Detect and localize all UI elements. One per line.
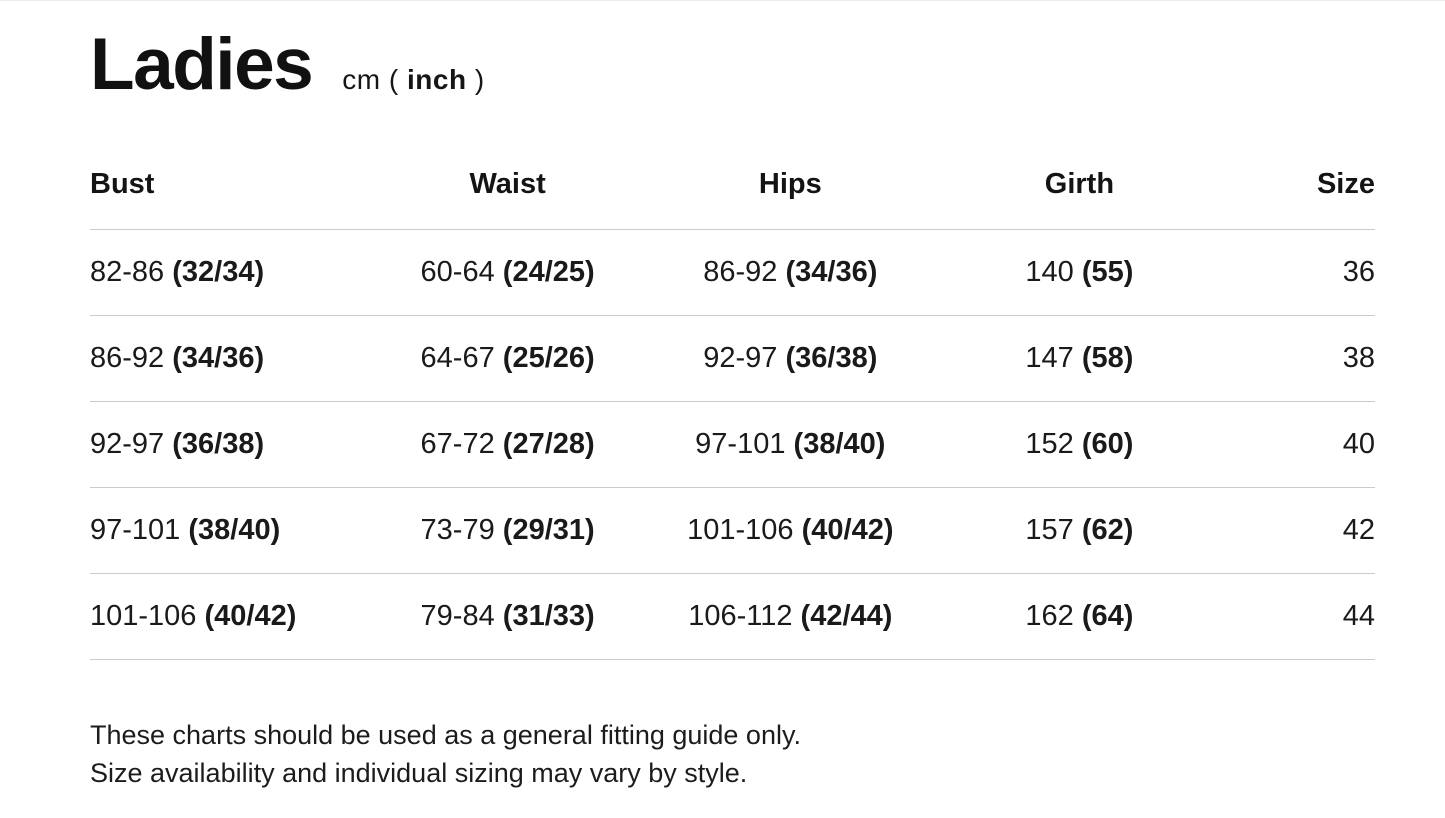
table-row: 92-97 (36/38) 67-72 (27/28) 97-101 (38/4… bbox=[90, 402, 1375, 488]
inch-value: (60) bbox=[1081, 427, 1134, 460]
inch-value: (40/42) bbox=[204, 599, 297, 632]
girth-cell: 162 (64) bbox=[925, 600, 1233, 633]
inch-value: (36/38) bbox=[172, 427, 265, 460]
cm-value: 64-67 bbox=[420, 341, 495, 374]
bust-cell: 82-86 (32/34) bbox=[90, 256, 360, 289]
cm-value: 97-101 bbox=[695, 427, 786, 460]
girth-cell: 140 (55) bbox=[925, 256, 1233, 289]
waist-cell: 73-79 (29/31) bbox=[360, 514, 656, 547]
girth-cell: 152 (60) bbox=[925, 428, 1233, 461]
bust-cell: 86-92 (34/36) bbox=[90, 342, 360, 375]
cm-value: 86-92 bbox=[90, 341, 165, 374]
inch-value: (25/26) bbox=[502, 341, 595, 374]
column-header-hips: Hips bbox=[758, 167, 822, 200]
hips-cell: 97-101 (38/40) bbox=[655, 428, 925, 461]
cm-value: 86-92 bbox=[703, 255, 778, 288]
inch-value: (58) bbox=[1081, 341, 1134, 374]
waist-cell: 64-67 (25/26) bbox=[360, 342, 656, 375]
cm-value: 157 bbox=[1025, 513, 1074, 546]
cm-value: 101-106 bbox=[90, 599, 197, 632]
cm-value: 152 bbox=[1025, 427, 1074, 460]
cm-value: 140 bbox=[1025, 255, 1074, 288]
hips-cell: 92-97 (36/38) bbox=[655, 342, 925, 375]
inch-value: (36/38) bbox=[785, 341, 878, 374]
table-row: 97-101 (38/40) 73-79 (29/31) 101-106 (40… bbox=[90, 488, 1375, 574]
cm-value: 82-86 bbox=[90, 255, 165, 288]
page-header: Ladies cm ( inch ) bbox=[90, 24, 1375, 105]
inch-value: (32/34) bbox=[172, 255, 265, 288]
bust-cell: 97-101 (38/40) bbox=[90, 514, 360, 547]
cm-value: 79-84 bbox=[420, 599, 495, 632]
bust-cell: 92-97 (36/38) bbox=[90, 428, 360, 461]
cm-value: 92-97 bbox=[703, 341, 778, 374]
inch-value: (34/36) bbox=[785, 255, 878, 288]
waist-cell: 67-72 (27/28) bbox=[360, 428, 656, 461]
size-cell: 36 bbox=[1342, 255, 1375, 288]
cm-value: 162 bbox=[1025, 599, 1074, 632]
inch-value: (55) bbox=[1081, 255, 1134, 288]
column-header-girth: Girth bbox=[1044, 167, 1115, 200]
inch-value: (24/25) bbox=[502, 255, 595, 288]
waist-cell: 79-84 (31/33) bbox=[360, 600, 656, 633]
inch-value: (64) bbox=[1081, 599, 1134, 632]
table-row: 82-86 (32/34) 60-64 (24/25) 86-92 (34/36… bbox=[90, 230, 1375, 316]
inch-value: (38/40) bbox=[793, 427, 886, 460]
cm-value: 73-79 bbox=[420, 513, 495, 546]
inch-value: (34/36) bbox=[172, 341, 265, 374]
note-line-2: Size availability and individual sizing … bbox=[90, 757, 748, 788]
inch-value: (31/33) bbox=[502, 599, 595, 632]
size-cell: 38 bbox=[1342, 341, 1375, 374]
table-header-row: Bust Waist Hips Girth Size bbox=[90, 168, 1375, 230]
cm-value: 101-106 bbox=[687, 513, 794, 546]
inch-value: (62) bbox=[1081, 513, 1134, 546]
page-title: Ladies bbox=[90, 24, 314, 105]
column-header-size: Size bbox=[1316, 167, 1375, 200]
girth-cell: 157 (62) bbox=[925, 514, 1233, 547]
inch-value: (42/44) bbox=[800, 599, 893, 632]
inch-value: (38/40) bbox=[188, 513, 281, 546]
waist-cell: 60-64 (24/25) bbox=[360, 256, 656, 289]
cm-value: 97-101 bbox=[90, 513, 181, 546]
size-guide-page: Ladies cm ( inch ) Bust Waist Hips Girth… bbox=[0, 1, 1445, 792]
column-header-bust: Bust bbox=[90, 167, 155, 200]
column-header-waist: Waist bbox=[469, 167, 546, 200]
size-cell: 42 bbox=[1342, 513, 1375, 546]
inch-value: (27/28) bbox=[502, 427, 595, 460]
size-cell: 40 bbox=[1342, 427, 1375, 460]
cm-value: 67-72 bbox=[420, 427, 495, 460]
cm-value: 92-97 bbox=[90, 427, 165, 460]
cm-value: 106-112 bbox=[688, 599, 793, 632]
footer-note: These charts should be used as a general… bbox=[90, 716, 1375, 792]
size-cell: 44 bbox=[1342, 599, 1375, 632]
table-row: 101-106 (40/42) 79-84 (31/33) 106-112 (4… bbox=[90, 574, 1375, 660]
cm-value: 147 bbox=[1025, 341, 1074, 374]
table-row: 86-92 (34/36) 64-67 (25/26) 92-97 (36/38… bbox=[90, 316, 1375, 402]
hips-cell: 86-92 (34/36) bbox=[655, 256, 925, 289]
bust-cell: 101-106 (40/42) bbox=[90, 600, 360, 633]
units-inch: inch bbox=[406, 64, 467, 95]
cm-value: 60-64 bbox=[420, 255, 495, 288]
hips-cell: 101-106 (40/42) bbox=[655, 514, 925, 547]
note-line-1: These charts should be used as a general… bbox=[90, 719, 801, 750]
units-cm: cm ( bbox=[342, 64, 407, 95]
units-label: cm ( inch ) bbox=[342, 64, 484, 96]
units-paren-close: ) bbox=[466, 64, 485, 95]
girth-cell: 147 (58) bbox=[925, 342, 1233, 375]
inch-value: (29/31) bbox=[502, 513, 595, 546]
inch-value: (40/42) bbox=[801, 513, 894, 546]
hips-cell: 106-112 (42/44) bbox=[655, 600, 925, 633]
